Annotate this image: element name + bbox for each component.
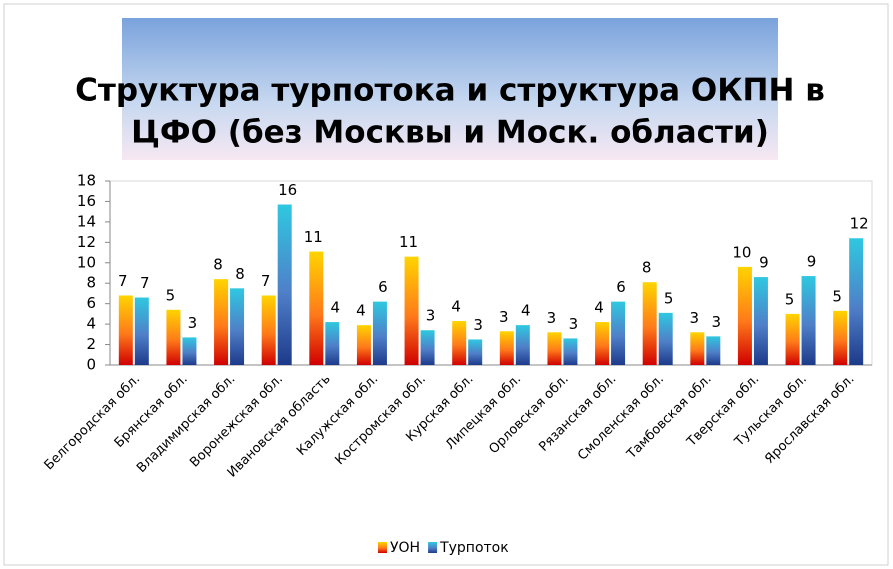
bar: [690, 332, 705, 365]
bar: [214, 279, 229, 365]
value-label: 8: [235, 265, 245, 283]
bar: [499, 331, 514, 365]
value-label: 5: [785, 290, 795, 308]
y-tick-label: 10: [77, 253, 96, 271]
legend-swatch: [378, 542, 387, 553]
value-label: 4: [356, 302, 366, 320]
bar: [706, 336, 721, 365]
value-label: 7: [261, 272, 271, 290]
bar: [611, 301, 626, 365]
bar: [849, 238, 864, 365]
bar: [356, 325, 371, 365]
value-label: 7: [140, 274, 150, 292]
bar: [452, 321, 467, 365]
chart-title: Структура турпотока и структура ОКПН в: [75, 73, 825, 109]
value-label: 11: [399, 233, 418, 251]
bar: [642, 282, 657, 365]
value-label: 5: [832, 287, 842, 305]
value-label: 3: [569, 315, 579, 333]
bar: [468, 339, 483, 365]
legend-swatch: [428, 542, 438, 553]
bar: [737, 266, 752, 365]
value-label: 9: [807, 253, 817, 271]
value-label: 16: [278, 181, 297, 199]
y-tick-label: 0: [86, 356, 96, 374]
bar: [404, 256, 419, 365]
bar: [261, 295, 276, 365]
value-label: 4: [594, 299, 604, 317]
value-label: 3: [473, 316, 483, 334]
value-label: 4: [521, 302, 531, 320]
value-label: 3: [188, 314, 198, 332]
chart-title: ЦФО (без Москвы и Моск. области): [131, 115, 769, 151]
y-tick-label: 2: [86, 335, 96, 353]
y-tick-label: 14: [77, 212, 96, 230]
bar: [753, 277, 768, 365]
bar: [134, 297, 149, 365]
value-label: 10: [732, 243, 751, 261]
value-label: 3: [547, 309, 557, 327]
bar: [563, 338, 578, 365]
bar: [801, 276, 816, 365]
value-label: 8: [642, 259, 652, 277]
bar: [118, 295, 133, 365]
bar: [182, 337, 197, 365]
bar: [547, 332, 562, 365]
value-label: 4: [331, 299, 341, 317]
bar: [325, 322, 340, 365]
bar: [833, 310, 848, 365]
y-tick-label: 18: [77, 172, 96, 190]
value-label: 4: [451, 298, 461, 316]
value-label: 5: [166, 286, 176, 304]
legend-label: УОН: [390, 540, 420, 556]
value-label: 3: [690, 309, 700, 327]
bar: [420, 330, 435, 365]
y-tick-label: 6: [86, 294, 96, 312]
title-box: [122, 18, 778, 160]
value-label: 6: [616, 278, 626, 296]
bar: [658, 312, 673, 365]
bar: [515, 325, 530, 365]
bar: [230, 288, 245, 365]
bar: [277, 204, 292, 365]
bar: [785, 313, 800, 365]
value-label: 3: [712, 313, 722, 331]
value-label: 11: [304, 228, 323, 246]
value-label: 9: [759, 254, 769, 272]
bar: [595, 322, 610, 365]
value-label: 3: [426, 307, 436, 325]
value-label: 6: [378, 278, 388, 296]
value-label: 7: [118, 272, 128, 290]
bar: [166, 309, 181, 365]
y-tick-label: 16: [77, 192, 96, 210]
y-tick-label: 8: [86, 274, 96, 292]
y-tick-label: 4: [86, 315, 96, 333]
value-label: 12: [850, 215, 869, 233]
bar: [372, 301, 387, 365]
value-label: 3: [499, 308, 509, 326]
value-label: 8: [213, 256, 223, 274]
value-label: 5: [664, 289, 674, 307]
bar: [309, 251, 324, 365]
y-tick-label: 12: [77, 233, 96, 251]
legend-label: Турпоток: [439, 540, 509, 556]
